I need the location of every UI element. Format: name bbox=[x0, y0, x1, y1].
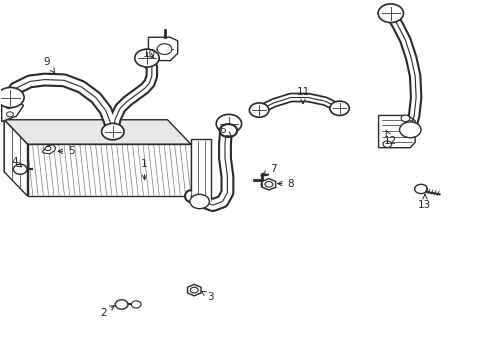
Text: 7: 7 bbox=[262, 164, 277, 175]
Circle shape bbox=[377, 4, 403, 23]
Polygon shape bbox=[4, 120, 27, 196]
Circle shape bbox=[131, 301, 141, 308]
Text: 2: 2 bbox=[100, 306, 114, 318]
Polygon shape bbox=[4, 120, 190, 144]
Polygon shape bbox=[148, 37, 177, 60]
Text: 10: 10 bbox=[142, 49, 156, 59]
Circle shape bbox=[115, 300, 128, 309]
Circle shape bbox=[102, 123, 124, 140]
Circle shape bbox=[400, 115, 409, 122]
Circle shape bbox=[329, 101, 348, 116]
Circle shape bbox=[0, 87, 24, 108]
Polygon shape bbox=[1, 100, 23, 122]
Text: 12: 12 bbox=[384, 130, 397, 145]
Circle shape bbox=[190, 287, 198, 293]
Circle shape bbox=[216, 114, 241, 133]
Polygon shape bbox=[262, 179, 275, 190]
Text: 1: 1 bbox=[141, 159, 147, 180]
Circle shape bbox=[157, 44, 171, 54]
Circle shape bbox=[189, 194, 209, 209]
Text: 4: 4 bbox=[11, 157, 21, 167]
Circle shape bbox=[45, 146, 51, 150]
Circle shape bbox=[219, 124, 237, 137]
Text: 11: 11 bbox=[296, 87, 309, 104]
Circle shape bbox=[5, 104, 12, 109]
Circle shape bbox=[249, 103, 268, 117]
Circle shape bbox=[13, 164, 27, 174]
Text: 5: 5 bbox=[58, 146, 75, 156]
Text: 13: 13 bbox=[417, 194, 430, 210]
Circle shape bbox=[6, 112, 13, 117]
Circle shape bbox=[399, 122, 420, 138]
Circle shape bbox=[414, 184, 427, 194]
Polygon shape bbox=[187, 284, 201, 296]
Text: 8: 8 bbox=[277, 179, 294, 189]
Circle shape bbox=[264, 181, 272, 187]
Text: 6: 6 bbox=[219, 125, 231, 136]
Polygon shape bbox=[378, 116, 414, 148]
Text: 9: 9 bbox=[43, 57, 55, 73]
Polygon shape bbox=[190, 139, 211, 202]
Polygon shape bbox=[42, 145, 56, 154]
Circle shape bbox=[382, 141, 391, 147]
Circle shape bbox=[135, 49, 159, 67]
Text: 3: 3 bbox=[201, 291, 213, 302]
Polygon shape bbox=[27, 144, 190, 196]
